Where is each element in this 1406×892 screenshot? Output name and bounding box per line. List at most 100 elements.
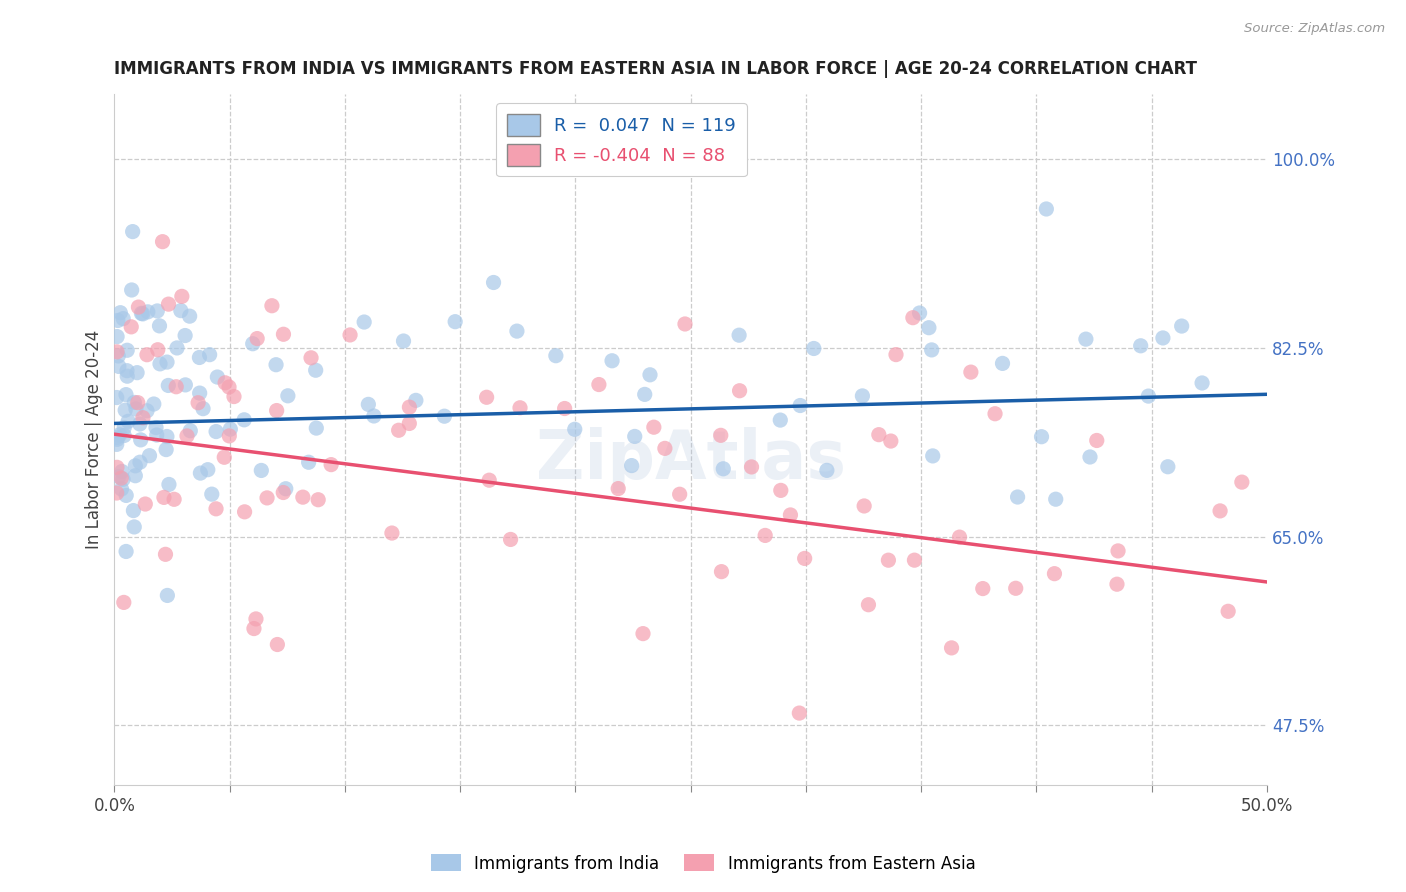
Point bbox=[1007, 490, 1029, 504]
Point bbox=[433, 409, 456, 424]
Point bbox=[107, 349, 129, 363]
Point bbox=[105, 460, 128, 475]
Point bbox=[205, 501, 228, 516]
Point bbox=[146, 343, 169, 357]
Text: ZipAtlas: ZipAtlas bbox=[536, 427, 845, 493]
Point bbox=[121, 283, 143, 297]
Point bbox=[398, 400, 420, 414]
Point bbox=[668, 487, 690, 501]
Point bbox=[499, 533, 522, 547]
Point bbox=[156, 429, 179, 443]
Point bbox=[115, 387, 138, 401]
Point bbox=[179, 424, 201, 438]
Point bbox=[198, 348, 221, 362]
Point bbox=[188, 351, 211, 365]
Point bbox=[620, 458, 643, 473]
Point bbox=[392, 334, 415, 348]
Point bbox=[207, 370, 229, 384]
Point bbox=[554, 401, 576, 416]
Point bbox=[115, 343, 138, 358]
Point bbox=[779, 508, 801, 522]
Point bbox=[1045, 492, 1067, 507]
Point bbox=[803, 342, 825, 356]
Point bbox=[1230, 475, 1253, 489]
Point bbox=[654, 442, 676, 456]
Legend: R =  0.047  N = 119, R = -0.404  N = 88: R = 0.047 N = 119, R = -0.404 N = 88 bbox=[496, 103, 747, 177]
Point bbox=[176, 429, 198, 443]
Point bbox=[110, 306, 132, 320]
Point bbox=[858, 598, 880, 612]
Point bbox=[105, 486, 128, 500]
Point bbox=[918, 320, 941, 334]
Point bbox=[941, 640, 963, 655]
Point bbox=[112, 428, 135, 442]
Point bbox=[155, 442, 177, 457]
Point bbox=[233, 413, 256, 427]
Point bbox=[260, 299, 283, 313]
Point bbox=[600, 353, 623, 368]
Point bbox=[1170, 319, 1192, 334]
Point bbox=[256, 491, 278, 505]
Point bbox=[877, 553, 900, 567]
Point bbox=[214, 450, 236, 465]
Point bbox=[710, 428, 733, 442]
Point bbox=[305, 363, 328, 377]
Point bbox=[475, 390, 498, 404]
Point bbox=[754, 528, 776, 542]
Point bbox=[122, 503, 145, 517]
Point bbox=[991, 356, 1014, 370]
Point bbox=[398, 417, 420, 431]
Point bbox=[174, 328, 197, 343]
Point bbox=[1157, 459, 1180, 474]
Point bbox=[246, 332, 269, 346]
Point bbox=[152, 235, 174, 249]
Point bbox=[222, 390, 245, 404]
Point bbox=[105, 344, 128, 359]
Point bbox=[146, 304, 169, 318]
Point bbox=[108, 359, 131, 374]
Point bbox=[643, 420, 665, 434]
Point bbox=[250, 463, 273, 477]
Point bbox=[1191, 376, 1213, 390]
Point bbox=[1218, 604, 1240, 618]
Point bbox=[789, 706, 811, 720]
Point bbox=[245, 612, 267, 626]
Point bbox=[155, 547, 177, 561]
Point bbox=[1152, 331, 1174, 345]
Point bbox=[851, 389, 873, 403]
Point bbox=[197, 463, 219, 477]
Point bbox=[165, 380, 187, 394]
Point bbox=[1078, 450, 1101, 464]
Point bbox=[908, 306, 931, 320]
Point bbox=[769, 413, 792, 427]
Point bbox=[134, 497, 156, 511]
Point bbox=[388, 423, 411, 437]
Point bbox=[145, 420, 167, 434]
Point bbox=[972, 582, 994, 596]
Point bbox=[1074, 332, 1097, 346]
Point bbox=[124, 458, 146, 473]
Point bbox=[880, 434, 903, 448]
Point bbox=[188, 386, 211, 401]
Point bbox=[564, 422, 586, 436]
Point bbox=[112, 595, 135, 609]
Point bbox=[142, 397, 165, 411]
Point bbox=[112, 420, 135, 434]
Point bbox=[105, 430, 128, 444]
Point bbox=[122, 520, 145, 534]
Point bbox=[136, 348, 159, 362]
Point bbox=[136, 305, 159, 319]
Point bbox=[789, 399, 811, 413]
Point bbox=[121, 225, 143, 239]
Point bbox=[131, 306, 153, 320]
Point bbox=[884, 348, 907, 362]
Point bbox=[588, 377, 610, 392]
Point bbox=[291, 490, 314, 504]
Point bbox=[111, 465, 134, 479]
Point bbox=[1105, 577, 1128, 591]
Point bbox=[125, 401, 148, 416]
Point bbox=[273, 327, 295, 342]
Point bbox=[815, 463, 838, 477]
Point bbox=[271, 485, 294, 500]
Point bbox=[444, 315, 467, 329]
